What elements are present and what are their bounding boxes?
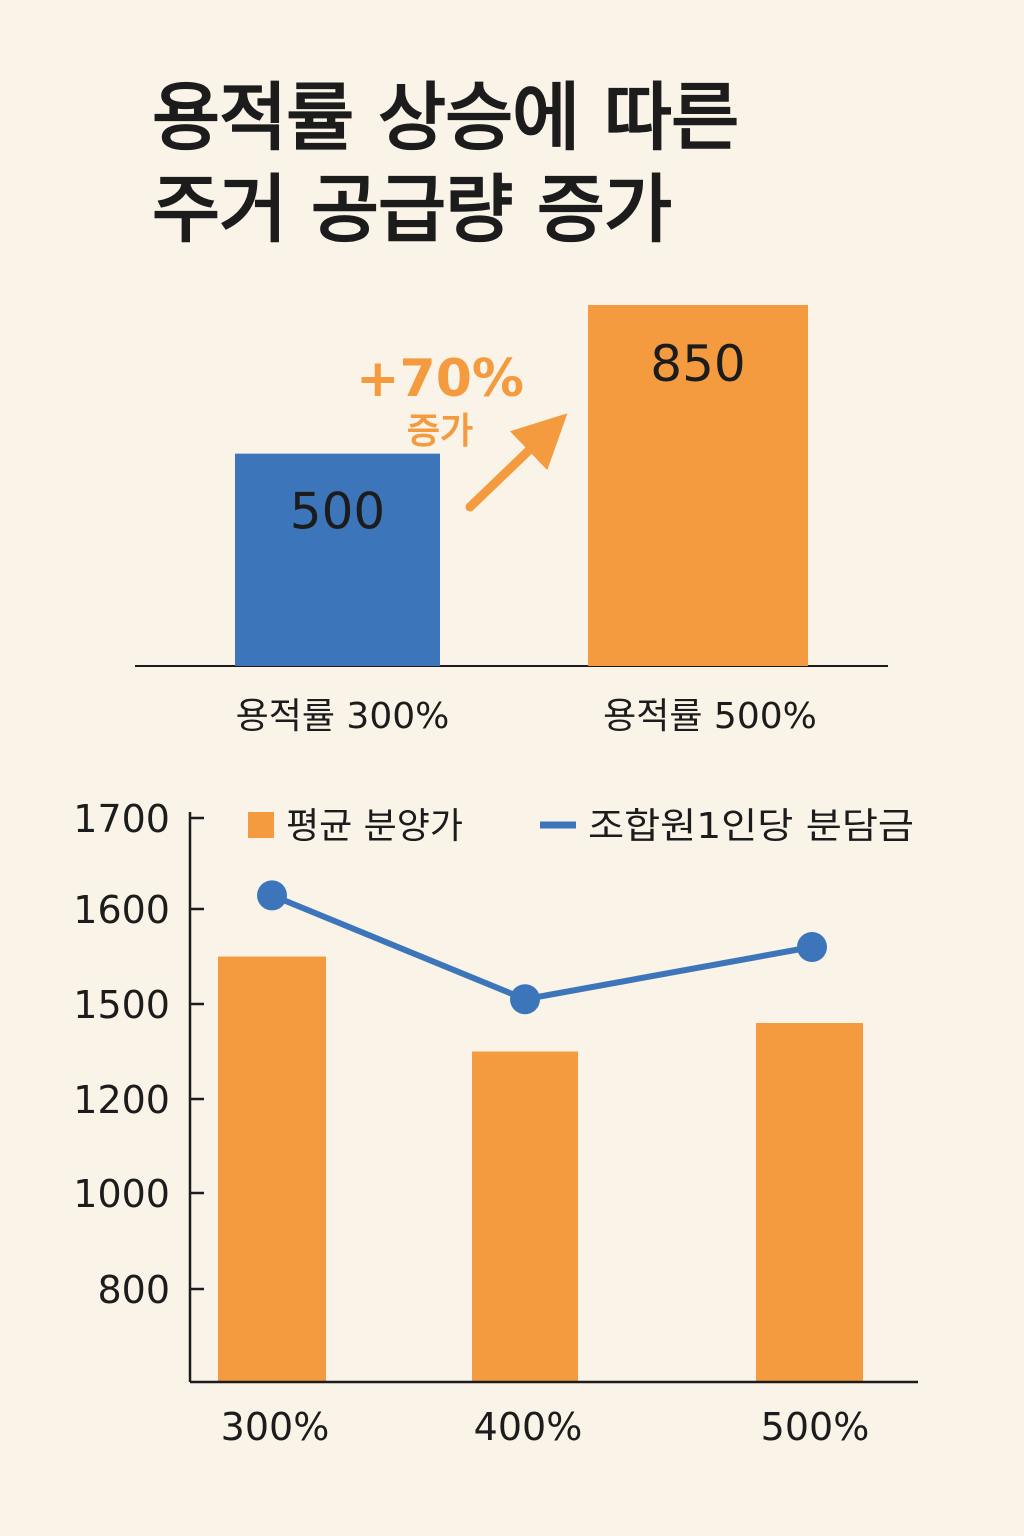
top-bar-2 <box>588 305 808 666</box>
increase-percent-label: +70% <box>356 349 524 409</box>
x-tick-label-3: 500% <box>761 1405 870 1449</box>
legend-bar-label: 평균 분양가 <box>286 806 463 847</box>
legend-bar-swatch <box>248 812 274 838</box>
share-cost-point-2 <box>510 984 540 1015</box>
x-tick-label-2: 400% <box>474 1405 583 1449</box>
title-line-1: 용적률 상승에 따른 <box>152 75 739 161</box>
price-bar-2 <box>472 1051 578 1382</box>
price-bar-3 <box>756 1023 863 1382</box>
share-cost-point-3 <box>797 932 827 962</box>
increase-arrow-icon <box>465 413 568 512</box>
share-cost-point-1 <box>257 880 287 911</box>
y-tick-label-6: 800 <box>97 1268 170 1312</box>
share-cost-line <box>270 892 813 1003</box>
top-category-label-1: 용적률 300% <box>236 696 450 737</box>
x-tick-label-1: 300% <box>221 1405 330 1449</box>
y-tick-label-3: 1500 <box>73 983 170 1027</box>
price-bar-1 <box>218 956 326 1382</box>
page-title: 용적률 상승에 따른 주거 공급량 증가 <box>152 72 972 256</box>
title-line-2: 주거 공급량 증가 <box>152 167 672 253</box>
y-tick-label-4: 1200 <box>73 1078 170 1122</box>
top-bar-1 <box>235 453 440 666</box>
top-bar-value-label-1: 500 <box>290 483 385 541</box>
top-bar-value-label-2: 850 <box>650 335 745 393</box>
legend-line-label: 조합원1인당 분담금 <box>588 806 914 847</box>
increase-text-label: 증가 <box>407 411 473 452</box>
supply-bar-chart: 500 용적률 300% 850 용적률 500% +70%증가 <box>135 305 888 737</box>
y-tick-label-5: 1000 <box>73 1172 170 1216</box>
y-tick-label-1: 1700 <box>73 797 170 841</box>
y-tick-label-2: 1600 <box>73 888 170 932</box>
top-category-label-2: 용적률 500% <box>603 696 817 737</box>
